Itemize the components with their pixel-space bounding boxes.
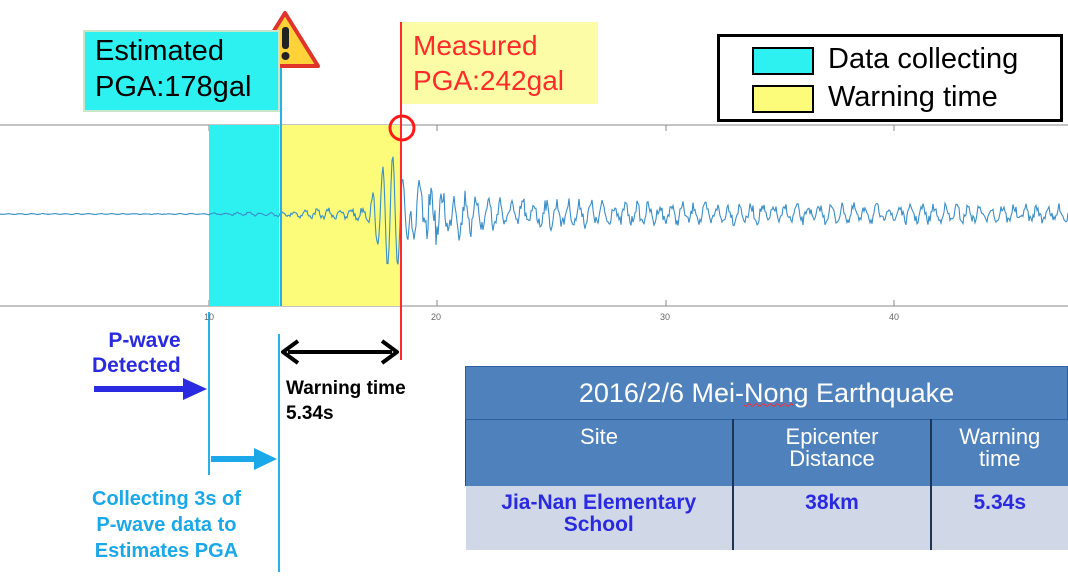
tick-label: 30 [660, 312, 671, 322]
tick-label: 20 [431, 312, 442, 322]
table-title: 2016/2/6 Mei-Nong Earthquake [465, 366, 1068, 420]
legend-swatch-data-collecting [752, 47, 814, 75]
legend-label-data-collecting: Data collecting [828, 43, 1019, 75]
legend-swatch-warning-time [752, 85, 814, 113]
legend-label-warning-time: Warning time [828, 81, 998, 113]
tick-label: 10 [204, 312, 215, 322]
header-distance: Epicenter Distance [732, 419, 932, 486]
earthquake-table: 2016/2/6 Mei-Nong Earthquake Site Epicen… [465, 366, 1068, 550]
warning-time-double-arrow [281, 339, 399, 365]
collecting-label: Collecting 3s of P-wave data to Estimate… [92, 488, 241, 562]
warning-time-label: Warning time 5.34s [286, 378, 406, 424]
collecting-arrow [211, 448, 277, 470]
legend: Data collecting Warning time [717, 34, 1063, 122]
estimated-pga-box [83, 30, 280, 112]
tick-label: 40 [889, 312, 900, 322]
table-header-row: Site Epicenter Distance Warning time [465, 419, 1068, 486]
pwave-detected-label: P-wave Detected [92, 329, 181, 377]
table-title-row: 2016/2/6 Mei-Nong Earthquake [465, 366, 1068, 420]
pwave-arrow [94, 378, 207, 400]
cell-site: Jia-Nan Elementary School [465, 486, 734, 550]
estimated-pga-label: Estimated PGA:178gal [95, 35, 252, 103]
seismic-waveform [0, 156, 1068, 265]
measured-pga-box [402, 22, 598, 104]
cell-warning-time: 5.34s [931, 486, 1068, 550]
header-site: Site [465, 419, 734, 486]
peak-circle [388, 114, 416, 142]
measured-pga-label: Measured PGA:242gal [413, 30, 564, 96]
warning-time-region [279, 125, 401, 306]
table-row: Jia-Nan Elementary School 38km 5.34s [465, 486, 1068, 550]
cell-distance: 38km [733, 486, 932, 550]
header-warning-time: Warning time [930, 419, 1068, 486]
